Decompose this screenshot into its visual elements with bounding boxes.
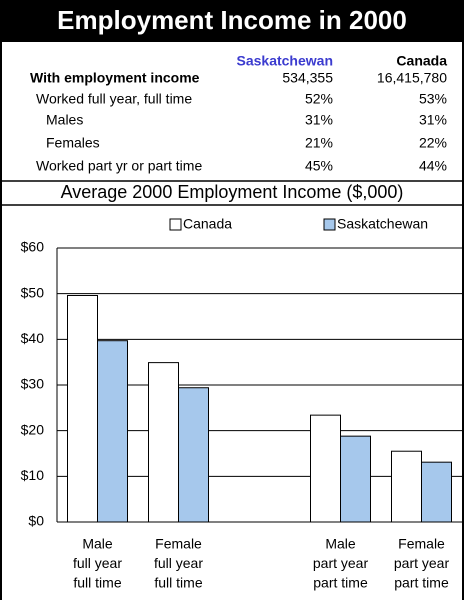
x-tick-label: full time — [154, 575, 202, 591]
x-tick-label: part year — [394, 555, 450, 571]
table-cell: 31% — [419, 112, 447, 128]
x-tick-label: full year — [154, 555, 203, 571]
row-label: Males — [46, 112, 83, 128]
y-tick-label: $20 — [21, 421, 45, 437]
y-tick-label: $50 — [21, 284, 45, 300]
y-tick-label: $0 — [28, 513, 44, 529]
x-tick-label: full year — [73, 555, 122, 571]
bar — [67, 294, 98, 523]
y-tick-label: $40 — [21, 330, 45, 346]
table-cell: 52% — [305, 91, 333, 107]
legend-label: Saskatchewan — [337, 216, 428, 232]
row-label: With employment income — [30, 70, 200, 86]
table-cell: 16,415,780 — [377, 70, 447, 86]
x-tick-label: Male — [82, 536, 113, 552]
y-tick-label: $10 — [21, 467, 45, 483]
x-tick-label: part time — [313, 575, 368, 591]
bar — [340, 435, 371, 523]
x-tick-label: Male — [325, 536, 356, 552]
row-label: Worked full year, full time — [36, 91, 192, 107]
x-tick-label: full time — [73, 575, 121, 591]
bar — [391, 450, 422, 523]
bar — [310, 414, 341, 523]
table-cell: 45% — [305, 158, 333, 174]
page-title: Employment Income in 2000 — [57, 5, 407, 35]
table-cell: 22% — [419, 135, 447, 151]
x-tick-label: Female — [398, 536, 445, 552]
table-cell: 534,355 — [282, 70, 333, 86]
x-tick-label: part year — [313, 555, 369, 571]
y-tick-label: $60 — [21, 239, 45, 255]
table-cell: 44% — [419, 158, 447, 174]
bar — [97, 340, 128, 523]
legend-swatch — [169, 218, 182, 231]
bar — [178, 387, 209, 523]
bar — [421, 461, 452, 523]
table-cell: 53% — [419, 91, 447, 107]
table-cell: 21% — [305, 135, 333, 151]
legend-swatch — [323, 218, 336, 231]
chart-title: Average 2000 Employment Income ($,000) — [61, 182, 404, 202]
y-tick-label: $30 — [21, 376, 45, 392]
column-header: Saskatchewan — [237, 53, 334, 69]
bar — [148, 362, 179, 523]
x-tick-label: Female — [155, 536, 202, 552]
column-header: Canada — [396, 53, 447, 69]
row-label: Females — [46, 135, 100, 151]
table-cell: 31% — [305, 112, 333, 128]
title-bar — [0, 0, 464, 42]
legend-label: Canada — [183, 216, 232, 232]
row-label: Worked part yr or part time — [36, 158, 202, 174]
x-tick-label: part time — [394, 575, 449, 591]
